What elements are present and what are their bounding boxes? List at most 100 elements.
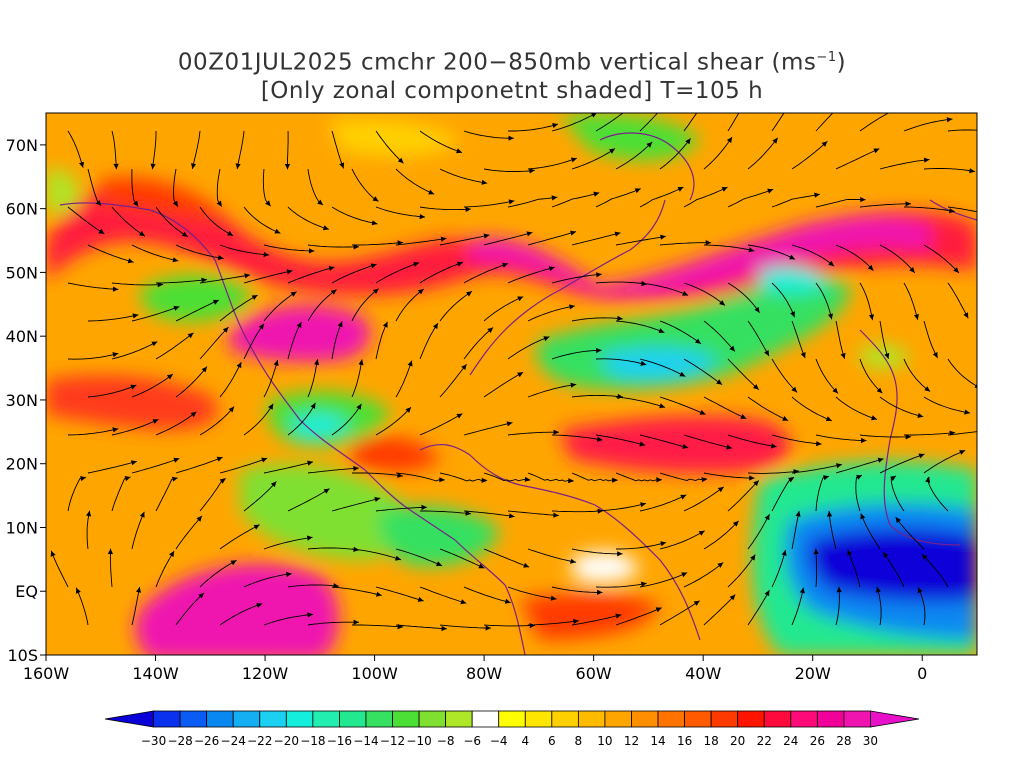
streamline — [879, 453, 925, 474]
streamline — [111, 206, 146, 237]
streamline — [771, 549, 786, 588]
streamline — [263, 359, 279, 398]
streamline — [87, 314, 139, 322]
shear-plot-area — [46, 97, 977, 655]
streamline — [307, 467, 359, 474]
streamline-arrowhead — [483, 233, 490, 239]
streamline — [835, 586, 840, 626]
streamline-arrowhead — [465, 510, 471, 516]
streamline-arrowhead — [296, 322, 302, 328]
streamline — [639, 494, 687, 512]
streamline — [243, 403, 274, 436]
streamline — [287, 488, 330, 512]
colorbar-swatch — [206, 710, 234, 728]
streamline — [199, 478, 226, 512]
streamline — [331, 206, 378, 225]
title-line-1-text: 00Z01JUL2025 cmchr 200−850mb vertical sh… — [177, 49, 817, 76]
streamline-arrowhead — [628, 105, 634, 110]
streamline-arrowhead — [764, 590, 770, 597]
streamline — [791, 510, 800, 550]
streamline — [507, 510, 559, 516]
streamline — [527, 231, 577, 246]
streamline — [616, 541, 667, 550]
streamline — [67, 476, 87, 512]
streamline — [420, 510, 472, 515]
lat-tick-label: 50N — [6, 263, 38, 282]
streamline — [771, 193, 820, 208]
streamline-arrowhead — [201, 277, 207, 283]
streamline-arrowhead — [946, 117, 953, 123]
streamline — [923, 168, 975, 172]
streamline-arrowhead — [166, 374, 173, 380]
streamline-arrowhead — [701, 477, 708, 483]
colorbar-swatch — [153, 710, 181, 728]
streamline-arrowhead — [551, 195, 558, 201]
streamline — [307, 359, 318, 398]
streamline-arrowhead — [748, 247, 755, 253]
streamline-arrowhead — [419, 214, 426, 220]
streamline-arrowhead — [614, 231, 621, 237]
streamline-arrowhead — [791, 97, 796, 103]
streamline — [395, 472, 445, 482]
streamline — [307, 621, 360, 626]
streamline-arrowhead — [265, 200, 271, 207]
streamline — [507, 431, 559, 436]
streamline-arrowhead — [883, 552, 889, 558]
streamline-arrowhead — [840, 352, 846, 359]
streamline — [947, 129, 977, 132]
streamline-arrowhead — [217, 255, 224, 261]
streamline-arrowhead — [825, 416, 832, 422]
streamline — [199, 406, 235, 436]
streamline — [219, 294, 258, 322]
lon-tick-label: 160W — [23, 664, 70, 683]
streamline — [155, 411, 197, 436]
streamline — [463, 263, 509, 284]
subtropical-jet-east-pacific — [46, 375, 218, 430]
streamline — [507, 336, 550, 360]
streamline — [639, 282, 689, 296]
streamline-arrowhead — [508, 135, 514, 141]
streamline — [890, 475, 905, 512]
colorbar-swatch — [763, 710, 792, 728]
streamline-arrowhead — [79, 161, 84, 168]
streamline — [131, 586, 141, 626]
streamline — [747, 470, 800, 474]
streamline-arrowhead — [705, 240, 712, 246]
coastline-europe-africa — [859, 329, 961, 546]
streamline-arrowhead — [261, 457, 268, 463]
streamline-arrowhead — [753, 384, 759, 390]
streamline — [111, 130, 117, 170]
streamline-arrowhead — [307, 460, 313, 466]
streamline-arrowhead — [953, 267, 959, 273]
streamline-arrowhead — [716, 379, 723, 385]
streamline — [463, 327, 494, 360]
streamline-arrowhead — [596, 272, 602, 278]
streamline — [703, 472, 755, 479]
streamline-arrowhead — [151, 341, 158, 347]
streamline — [243, 573, 292, 588]
streamline-arrowhead — [439, 477, 445, 483]
colorbar-level-label: −8 — [437, 734, 455, 748]
streamline-arrowhead — [740, 414, 747, 419]
streamline — [395, 624, 447, 630]
streamline-arrowhead — [612, 477, 618, 483]
streamline-arrowhead — [873, 148, 880, 154]
streamline — [439, 234, 490, 246]
streamline — [527, 305, 575, 322]
streamline — [287, 402, 316, 436]
streamline-arrowhead — [814, 192, 820, 198]
streamline — [375, 206, 426, 218]
streamline — [131, 168, 139, 207]
streamline — [216, 168, 223, 207]
streamline-arrowhead — [729, 345, 735, 352]
lat-tick-label: 10S — [7, 646, 38, 665]
streamline-arrowhead — [353, 619, 359, 625]
streamline-arrowhead — [353, 244, 359, 250]
streamline — [439, 290, 473, 322]
streamline-arrowhead — [219, 478, 226, 484]
streamline — [551, 586, 603, 593]
streamline — [615, 320, 665, 334]
streamline-arrowhead — [523, 562, 530, 568]
streamline — [615, 141, 653, 170]
colorbar-level-label: −30 — [141, 734, 166, 748]
